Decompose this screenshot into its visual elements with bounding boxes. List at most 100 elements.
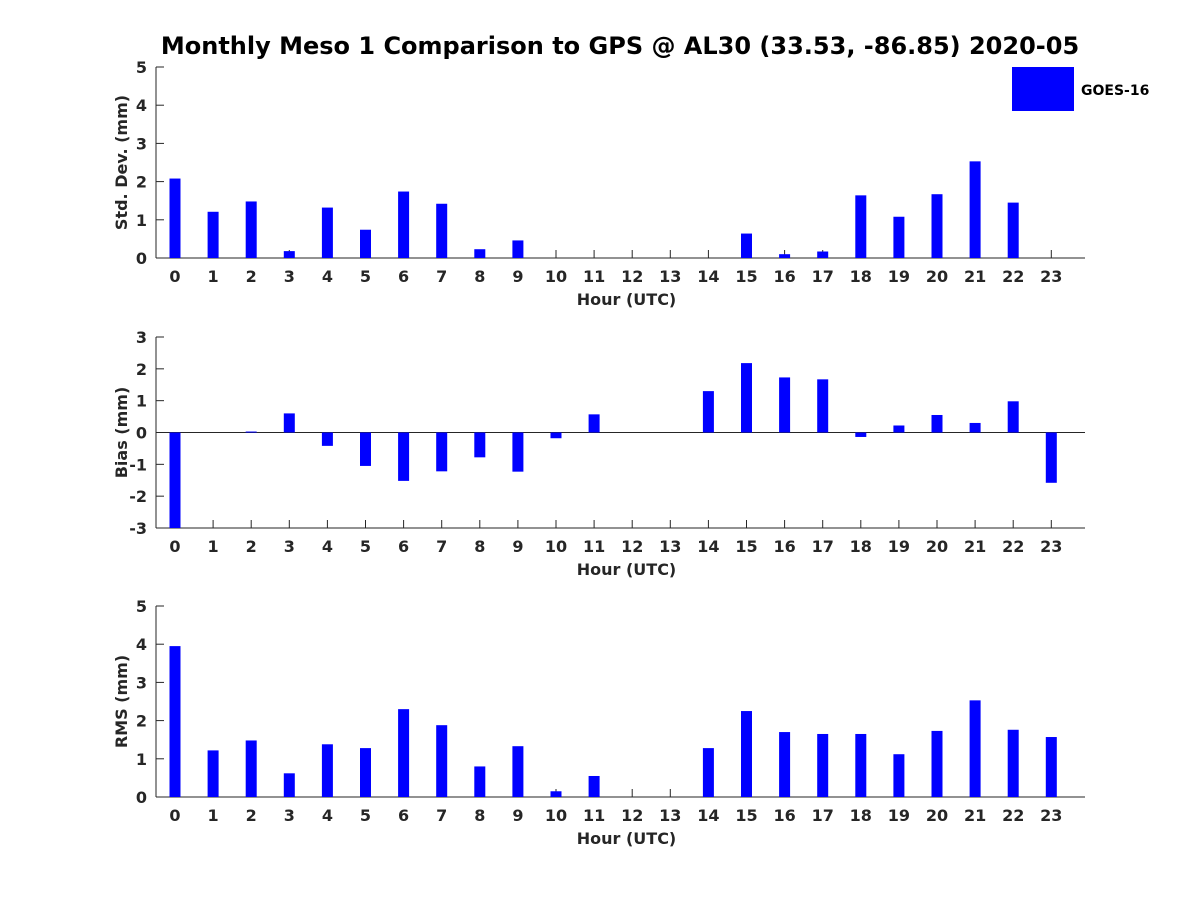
x-tick-label: 23 <box>1040 267 1062 286</box>
bar-hour-6 <box>398 432 410 481</box>
bar-hour-21 <box>969 700 981 797</box>
x-tick-label: 23 <box>1040 537 1062 556</box>
x-tick-label: 10 <box>545 267 567 286</box>
x-tick-label: 4 <box>322 537 333 556</box>
bar-hour-4 <box>321 207 333 258</box>
y-tick-label: 2 <box>136 173 147 192</box>
y-tick-label: 3 <box>136 134 147 153</box>
x-tick-label: 1 <box>208 267 219 286</box>
x-tick-label: 12 <box>621 267 643 286</box>
y-tick-label: 2 <box>136 712 147 731</box>
x-tick-label: 2 <box>246 267 257 286</box>
x-tick-label: 0 <box>169 806 180 825</box>
y-axis-label: Std. Dev. (mm) <box>112 95 131 230</box>
bar-hour-18 <box>855 733 867 797</box>
y-tick-label: -1 <box>129 455 147 474</box>
x-tick-label: 4 <box>322 267 333 286</box>
x-tick-label: 18 <box>850 806 872 825</box>
bar-hour-10 <box>550 791 562 797</box>
x-tick-label: 10 <box>545 806 567 825</box>
x-tick-label: 15 <box>735 537 757 556</box>
x-tick-label: 16 <box>773 806 795 825</box>
bar-hour-21 <box>969 161 981 258</box>
x-tick-label: 2 <box>246 806 257 825</box>
legend-swatch <box>1012 67 1074 111</box>
x-tick-label: 17 <box>812 537 834 556</box>
y-tick-label: 1 <box>136 750 147 769</box>
x-tick-label: 11 <box>583 267 605 286</box>
x-tick-label: 7 <box>436 267 447 286</box>
bar-hour-3 <box>283 413 295 433</box>
x-tick-label: 12 <box>621 806 643 825</box>
bar-hour-8 <box>474 432 486 458</box>
x-tick-label: 15 <box>735 806 757 825</box>
x-tick-label: 9 <box>512 806 523 825</box>
x-tick-label: 22 <box>1002 537 1024 556</box>
x-tick-label: 11 <box>583 806 605 825</box>
x-tick-label: 16 <box>773 267 795 286</box>
bar-hour-0 <box>169 432 181 528</box>
bar-hour-19 <box>893 754 905 797</box>
bar-hour-9 <box>512 432 524 472</box>
x-tick-label: 18 <box>850 267 872 286</box>
y-tick-label: 0 <box>136 788 147 807</box>
bar-hour-20 <box>931 730 943 797</box>
y-tick-label: 5 <box>136 58 147 77</box>
x-tick-label: 5 <box>360 806 371 825</box>
x-axis-label: Hour (UTC) <box>577 560 677 579</box>
x-tick-label: 0 <box>169 537 180 556</box>
bar-hour-7 <box>436 725 448 797</box>
x-tick-label: 22 <box>1002 806 1024 825</box>
x-tick-label: 17 <box>812 806 834 825</box>
chart-title: Monthly Meso 1 Comparison to GPS @ AL30 … <box>161 32 1079 60</box>
x-tick-label: 15 <box>735 267 757 286</box>
bar-hour-2 <box>245 201 257 258</box>
bar-hour-5 <box>360 432 371 466</box>
legend-label: GOES-16 <box>1081 83 1149 99</box>
x-tick-label: 3 <box>284 537 295 556</box>
bar-hour-15 <box>741 363 752 433</box>
x-tick-label: 9 <box>512 537 523 556</box>
bar-hour-9 <box>512 746 524 797</box>
y-tick-label: 4 <box>136 635 147 654</box>
x-tick-label: 18 <box>850 537 872 556</box>
x-tick-label: 17 <box>812 267 834 286</box>
x-tick-label: 13 <box>659 806 681 825</box>
y-tick-label: -2 <box>129 487 147 506</box>
bar-hour-20 <box>931 414 943 433</box>
bar-hour-7 <box>436 203 448 258</box>
chart-legend: GOES-16 <box>1012 67 1149 111</box>
x-axis-label: Hour (UTC) <box>577 829 677 848</box>
bar-hour-17 <box>817 379 829 433</box>
bar-hour-3 <box>283 773 295 797</box>
bar-hour-18 <box>855 195 867 258</box>
y-axis-label: RMS (mm) <box>112 655 131 748</box>
bar-hour-22 <box>1007 401 1019 433</box>
bar-hour-2 <box>245 740 257 797</box>
x-tick-label: 4 <box>322 806 333 825</box>
x-tick-label: 16 <box>773 537 795 556</box>
bar-hour-4 <box>321 432 333 446</box>
bar-hour-2 <box>245 431 257 433</box>
y-tick-label: 5 <box>136 597 147 616</box>
x-tick-label: 14 <box>697 537 719 556</box>
bar-hour-15 <box>741 233 752 258</box>
x-tick-label: 14 <box>697 806 719 825</box>
bar-hour-11 <box>588 775 600 797</box>
bar-hour-20 <box>931 194 943 258</box>
y-tick-label: 1 <box>136 392 147 411</box>
bar-hour-0 <box>169 178 181 258</box>
x-tick-label: 6 <box>398 806 409 825</box>
x-tick-label: 1 <box>208 806 219 825</box>
x-tick-label: 19 <box>888 806 910 825</box>
x-tick-label: 5 <box>360 267 371 286</box>
x-tick-label: 7 <box>436 537 447 556</box>
y-tick-label: 0 <box>136 424 147 443</box>
x-tick-label: 8 <box>474 267 485 286</box>
x-tick-label: 14 <box>697 267 719 286</box>
bar-hour-16 <box>779 254 791 258</box>
